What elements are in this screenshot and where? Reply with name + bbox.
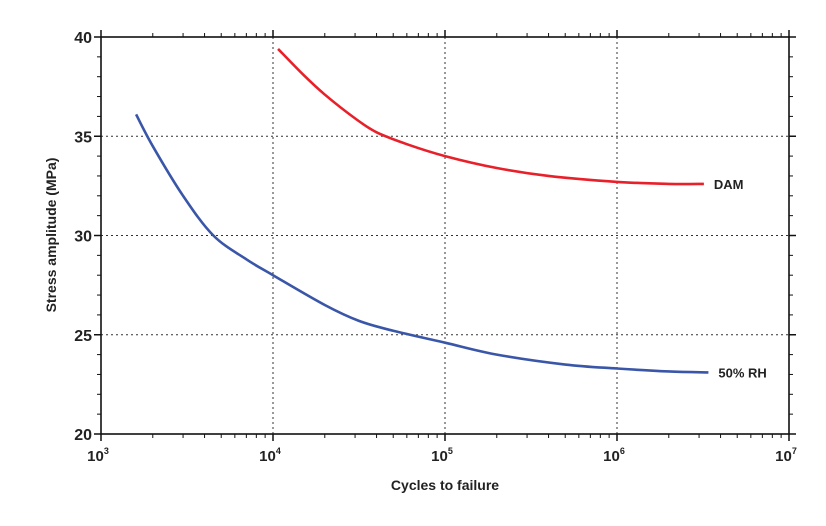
y-tick-label: 20 (74, 427, 92, 444)
series-group (134, 48, 709, 374)
y-tick-label: 40 (74, 30, 92, 47)
series-label: DAM (714, 177, 744, 192)
plot-frame (100, 36, 790, 435)
y-tick-label: 25 (74, 328, 92, 345)
x-tick-label: 105 (431, 446, 453, 465)
x-tick-label: 107 (775, 446, 797, 465)
x-tick-label: 103 (87, 446, 109, 465)
tick-labels: 103 104 105 106 107 20 25 30 35 40 DAM 50% RH (74, 30, 797, 465)
series-line-50-rh (134, 113, 709, 374)
x-tick-label: 106 (603, 446, 625, 465)
x-axis-label: Cycles to failure (391, 477, 499, 493)
x-tick-label: 104 (259, 446, 281, 465)
series-label: 50% RH (718, 365, 766, 380)
axis-ticks (94, 30, 796, 441)
y-tick-label: 30 (74, 229, 92, 246)
y-tick-label: 35 (74, 129, 92, 146)
series-line-dam (277, 48, 704, 186)
grid (101, 37, 789, 434)
y-axis-label: Stress amplitude (MPa) (43, 158, 59, 313)
